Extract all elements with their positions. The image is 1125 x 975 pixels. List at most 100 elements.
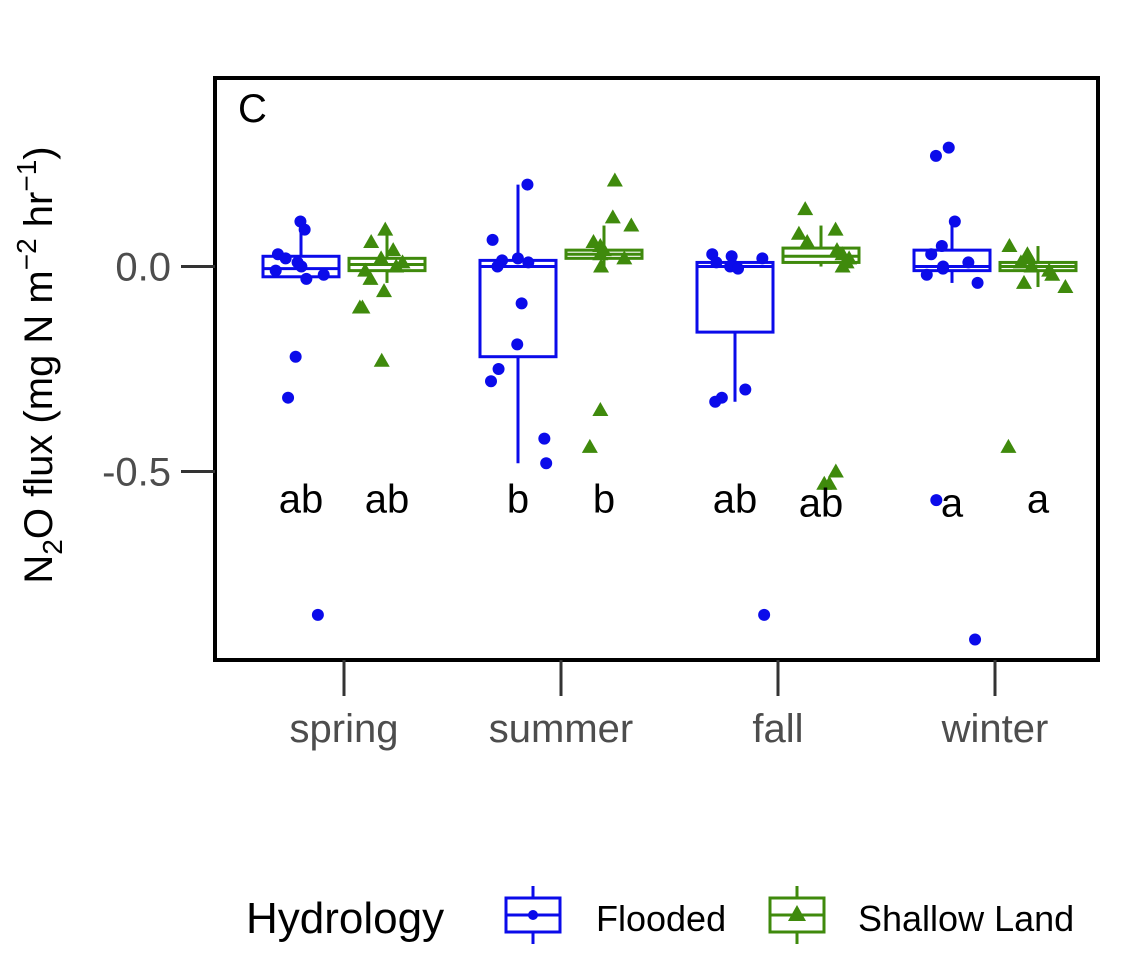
annotation-letter: ab xyxy=(713,477,758,521)
data-point xyxy=(289,350,302,363)
y-title-sup2: −1 xyxy=(11,160,42,192)
data-point xyxy=(1016,274,1033,289)
data-point xyxy=(920,268,933,281)
box-flooded-winter xyxy=(912,141,992,646)
data-point xyxy=(1057,279,1074,294)
data-point xyxy=(606,172,623,187)
data-point xyxy=(376,283,393,298)
y-tick-label: -0.5 xyxy=(102,450,171,494)
svg-text:N2O flux (mg N m−2 hr−1): N2O flux (mg N m−2 hr−1) xyxy=(11,146,68,583)
data-point xyxy=(1023,258,1040,273)
x-tick-label-summer: summer xyxy=(489,707,633,751)
data-point xyxy=(540,457,553,470)
data-point xyxy=(279,252,292,265)
box-shallow-land-summer xyxy=(564,172,644,453)
data-point xyxy=(969,633,982,646)
data-point xyxy=(377,221,394,236)
data-point xyxy=(295,260,308,273)
data-point xyxy=(538,432,551,445)
x-tick-label-spring: spring xyxy=(290,707,399,751)
data-point xyxy=(269,264,282,277)
data-point xyxy=(739,383,752,396)
data-point xyxy=(373,250,390,265)
annotation-letter: a xyxy=(1027,477,1050,521)
plot-panel: 0.0 -0.5 spring summer fall winter xyxy=(102,76,1100,751)
data-point xyxy=(623,217,640,232)
data-point xyxy=(317,268,330,281)
data-point xyxy=(1000,438,1017,453)
legend-label-shallow-land: Shallow Land xyxy=(858,898,1074,939)
annotation-letter: ab xyxy=(799,482,844,526)
data-point xyxy=(388,258,405,273)
data-point xyxy=(971,276,984,289)
data-point xyxy=(710,256,723,269)
legend-key-flooded xyxy=(504,886,562,944)
data-point xyxy=(521,178,534,191)
y-title-rest: O flux (mg N m xyxy=(17,270,61,539)
legend-label-flooded: Flooded xyxy=(596,898,726,939)
annotation-letter: b xyxy=(507,477,529,521)
data-point xyxy=(834,258,851,273)
legend-title: Hydrology xyxy=(246,894,444,943)
annotation-letter: a xyxy=(941,482,964,526)
data-point xyxy=(593,258,610,273)
panel-label: C xyxy=(238,87,267,131)
data-point xyxy=(1012,254,1029,269)
data-point xyxy=(282,391,295,404)
data-point xyxy=(1021,250,1038,265)
box-flooded-summer xyxy=(478,178,558,470)
panel-border xyxy=(213,76,1100,662)
data-point xyxy=(592,401,609,416)
data-point xyxy=(962,256,975,269)
data-point xyxy=(756,252,769,265)
data-point xyxy=(592,246,609,261)
data-point xyxy=(522,256,535,269)
data-point xyxy=(385,242,402,257)
data-point xyxy=(799,233,816,248)
data-point xyxy=(929,149,942,162)
box-shallow-land-spring xyxy=(347,221,427,367)
data-point xyxy=(363,233,380,248)
data-point xyxy=(937,262,950,275)
annotation-letter: ab xyxy=(279,477,324,521)
box-flooded-spring xyxy=(261,215,341,621)
y-axis-title: N2O flux (mg N m−2 hr−1) xyxy=(11,146,68,583)
plot-data xyxy=(261,141,1078,646)
data-point xyxy=(942,141,955,154)
annotation-letter: ab xyxy=(365,477,410,521)
data-point xyxy=(790,225,807,240)
data-point xyxy=(511,338,524,351)
data-point xyxy=(709,395,722,408)
y-tick-label: 0.0 xyxy=(115,246,171,290)
data-point xyxy=(827,221,844,236)
data-point xyxy=(816,475,833,490)
y-title-base: N xyxy=(17,555,61,584)
box-shallow-land-winter xyxy=(998,238,1078,453)
x-tick-label-fall: fall xyxy=(752,707,803,751)
data-point xyxy=(935,240,948,253)
y-title-sup1: −2 xyxy=(11,238,42,270)
box-iqr xyxy=(695,260,775,334)
data-point xyxy=(1044,266,1061,281)
data-point xyxy=(930,494,943,507)
data-point xyxy=(827,463,844,478)
y-title-close: ) xyxy=(17,146,61,159)
data-point xyxy=(604,209,621,224)
data-point xyxy=(311,608,324,621)
data-point xyxy=(515,297,528,310)
data-point xyxy=(616,250,633,265)
data-point xyxy=(351,299,368,314)
data-point xyxy=(797,201,814,216)
data-point xyxy=(491,260,504,273)
data-point xyxy=(511,252,524,265)
box-shallow-land-fall xyxy=(781,201,861,490)
data-point xyxy=(758,608,771,621)
data-point xyxy=(485,375,498,388)
data-point xyxy=(492,363,505,375)
data-point xyxy=(1001,238,1018,253)
box-flooded-fall xyxy=(695,248,775,621)
data-point xyxy=(373,352,390,367)
data-point xyxy=(725,250,738,263)
x-tick-label-winter: winter xyxy=(941,707,1049,751)
